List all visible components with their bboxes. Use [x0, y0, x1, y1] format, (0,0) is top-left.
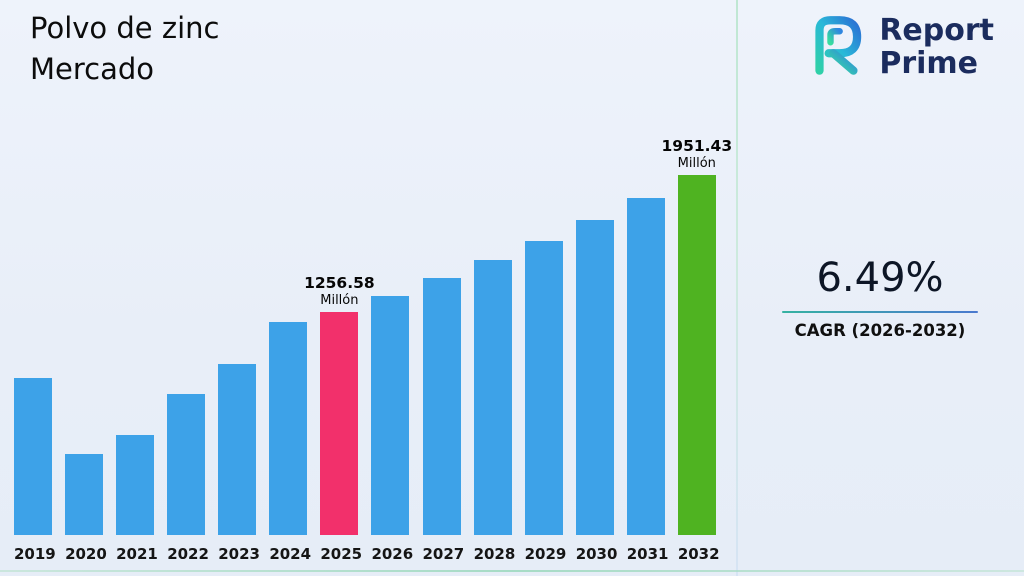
x-tick-2023: 2023 — [218, 545, 260, 563]
cagr-label: CAGR (2026-2032) — [794, 321, 966, 340]
x-tick-2019: 2019 — [14, 545, 56, 563]
x-axis-labels: 2019 2020 2021 2022 2023 2024 2025 2026 2027 2028… — [14, 545, 720, 563]
cagr-divider-line — [782, 311, 978, 313]
bar-annotation-unit-2032: Millón — [677, 156, 716, 171]
x-tick-2030: 2030 — [575, 545, 618, 563]
vertical-divider — [736, 0, 738, 576]
x-tick-2024: 2024 — [269, 545, 312, 563]
report-prime-logo-icon — [803, 12, 869, 82]
bar-2029 — [524, 240, 563, 535]
page-title-line2: Mercado — [30, 52, 155, 86]
bar-2024 — [269, 321, 308, 535]
logo-text-line1: Report — [879, 13, 994, 48]
x-tick-2027: 2027 — [422, 545, 465, 563]
bar-annotation-2025: 1256.58 Millón — [304, 274, 375, 308]
bar-2030 — [575, 220, 614, 535]
bar-2021 — [116, 434, 155, 535]
bar-chart: 1256.58 Millón 1951.43 Millón — [14, 137, 732, 535]
bar-annotation-2032: 1951.43 Millón — [662, 137, 733, 171]
logo: Report Prime — [803, 12, 994, 82]
bar-2022 — [167, 394, 206, 535]
bar-2025: 1256.58 Millón — [304, 274, 375, 535]
x-tick-2026: 2026 — [371, 545, 414, 563]
page-title: Polvo de zinc Mercado — [30, 8, 219, 90]
cagr-value: 6.49% — [816, 255, 944, 301]
cagr-panel: 6.49% CAGR (2026-2032) — [756, 255, 1004, 340]
x-tick-2029: 2029 — [524, 545, 567, 563]
bar-2028 — [473, 260, 512, 535]
page-title-line1: Polvo de zinc — [30, 11, 220, 45]
bar-annotation-unit-2025: Millón — [320, 292, 359, 308]
x-tick-2025: 2025 — [320, 545, 363, 563]
bar-annotation-value-2025: 1256.58 — [304, 273, 375, 292]
x-tick-2021: 2021 — [116, 545, 158, 563]
bar-2027 — [422, 278, 461, 535]
logo-text: Report Prime — [879, 14, 994, 80]
x-tick-2028: 2028 — [473, 545, 516, 563]
logo-text-line2: Prime — [879, 46, 978, 81]
bar-2031 — [626, 198, 665, 535]
x-tick-2022: 2022 — [167, 545, 209, 563]
bar-annotation-value-2032: 1951.43 — [661, 137, 733, 155]
bar-2023 — [218, 364, 257, 535]
x-tick-2032: 2032 — [677, 545, 720, 563]
bar-2026 — [371, 295, 410, 535]
x-tick-2020: 2020 — [65, 545, 107, 563]
bar-2019 — [14, 377, 52, 535]
bottom-accent-line — [0, 570, 1024, 572]
x-tick-2031: 2031 — [626, 545, 669, 563]
bar-2020 — [65, 454, 104, 535]
bar-2032: 1951.43 Millón — [662, 137, 732, 535]
